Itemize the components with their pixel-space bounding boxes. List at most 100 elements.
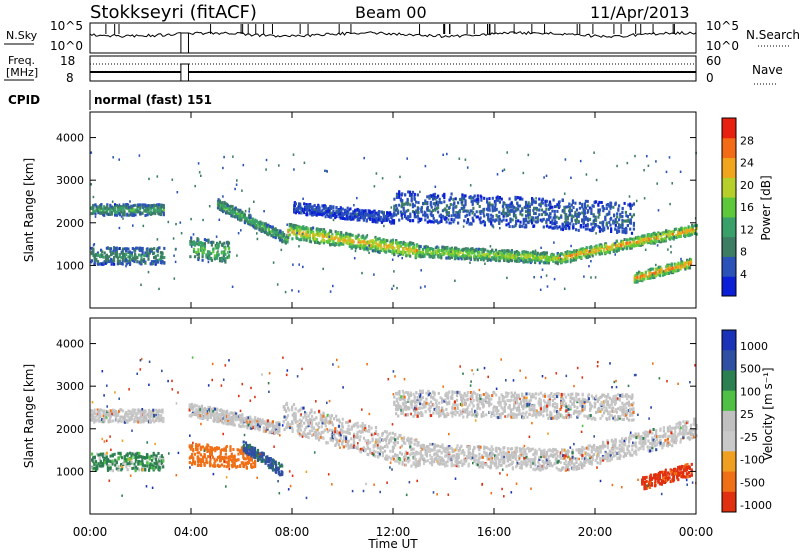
heatmap-cell — [499, 227, 501, 230]
heatmap-cell — [399, 197, 402, 201]
heatmap-cell — [132, 208, 135, 212]
heatmap-cell — [574, 210, 577, 214]
heatmap-cell — [451, 248, 454, 252]
heatmap-cell — [252, 219, 255, 223]
heatmap-cell — [502, 207, 505, 211]
heatmap-cell — [201, 252, 204, 256]
heatmap-cell — [133, 257, 135, 260]
heatmap-cell — [496, 198, 499, 202]
heatmap-cell — [100, 248, 103, 252]
heatmap-cell — [545, 251, 548, 255]
heatmap-cell — [482, 258, 485, 262]
heatmap-cell — [200, 248, 203, 252]
heatmap-cell — [103, 213, 106, 217]
heatmap-cell — [671, 182, 673, 185]
heatmap-cell — [670, 230, 673, 234]
heatmap-cell — [595, 178, 598, 182]
heatmap-cell — [500, 197, 503, 201]
heatmap-cell — [587, 218, 590, 222]
heatmap-cell — [349, 237, 352, 241]
heatmap-cell — [378, 216, 381, 220]
heatmap-cell — [532, 198, 535, 202]
heatmap-cell — [402, 212, 405, 216]
heatmap-cell — [486, 249, 489, 253]
heatmap-cell — [120, 408, 123, 412]
heatmap-cell — [102, 261, 105, 265]
heatmap-cell — [154, 212, 157, 216]
heatmap-cell — [373, 213, 376, 217]
heatmap-cell — [108, 260, 111, 264]
heatmap-cell — [583, 275, 585, 278]
heatmap-cell — [402, 208, 405, 212]
heatmap-cell — [196, 242, 199, 246]
heatmap-cell — [358, 213, 361, 217]
heatmap-cell — [565, 252, 568, 256]
heatmap-cell — [604, 215, 607, 219]
heatmap-cell — [487, 202, 490, 206]
heatmap-cell — [99, 415, 102, 419]
heatmap-cell — [98, 456, 101, 460]
heatmap-cell — [544, 200, 547, 204]
heatmap-cell — [473, 213, 476, 217]
heatmap-cell — [524, 210, 528, 213]
heatmap-cell — [90, 247, 92, 250]
heatmap-cell — [584, 199, 587, 203]
heatmap-cell — [418, 247, 421, 250]
heatmap-cell — [506, 249, 509, 253]
heatmap-cell — [222, 195, 224, 198]
heatmap-cell — [267, 223, 270, 227]
heatmap-cell — [133, 408, 136, 412]
heatmap-cell — [300, 208, 303, 212]
heatmap-cell — [145, 204, 148, 208]
heatmap-cell — [514, 257, 517, 261]
heatmap-cell — [93, 419, 96, 423]
heatmap-cell — [133, 456, 136, 459]
heatmap-cell — [303, 211, 306, 215]
heatmap-cell — [313, 204, 316, 208]
heatmap-cell — [528, 257, 531, 261]
heatmap-cell — [380, 220, 383, 224]
heatmap-cell — [132, 204, 135, 208]
freq-panel-frame — [89, 55, 697, 82]
heatmap-cell — [398, 250, 401, 254]
heatmap-cell — [136, 246, 139, 250]
heatmap-cell — [92, 209, 95, 213]
heatmap-cell — [123, 255, 127, 259]
heatmap-cell — [461, 252, 465, 256]
heatmap-cell — [565, 213, 568, 217]
heatmap-cell — [503, 255, 506, 258]
heatmap-cell — [521, 208, 524, 212]
heatmap-cell — [483, 214, 486, 218]
heatmap-cell — [680, 257, 682, 261]
heatmap-cell — [375, 216, 378, 220]
heatmap-cell — [452, 197, 455, 201]
heatmap-cell — [414, 247, 417, 251]
heatmap-cell — [556, 226, 559, 230]
heatmap-cell — [171, 178, 174, 181]
heatmap-cell — [342, 242, 345, 246]
heatmap-cell — [613, 243, 616, 247]
heatmap-cell — [582, 225, 585, 229]
heatmap-cell — [290, 227, 293, 231]
heatmap-cell — [146, 413, 149, 417]
power-colorbar-label: Power [dB] — [759, 175, 773, 240]
heatmap-cell — [472, 210, 475, 214]
heatmap-cell — [310, 228, 313, 231]
heatmap-cell — [588, 255, 591, 258]
heatmap-cell — [440, 201, 443, 205]
heatmap-cell — [627, 244, 630, 248]
heatmap-cell — [158, 258, 161, 262]
heatmap-cell — [544, 261, 547, 265]
heatmap-cell — [146, 213, 149, 217]
heatmap-cell — [517, 207, 520, 211]
heatmap-cell — [627, 203, 630, 207]
heatmap-cell — [476, 196, 479, 200]
heatmap-cell — [523, 218, 526, 222]
heatmap-cell — [392, 213, 396, 217]
heatmap-cell — [110, 262, 113, 266]
heatmap-cell — [299, 206, 302, 210]
heatmap-cell — [458, 210, 462, 214]
heatmap-cell — [691, 230, 694, 234]
heatmap-cell — [373, 211, 376, 215]
heatmap-cell — [608, 204, 611, 208]
